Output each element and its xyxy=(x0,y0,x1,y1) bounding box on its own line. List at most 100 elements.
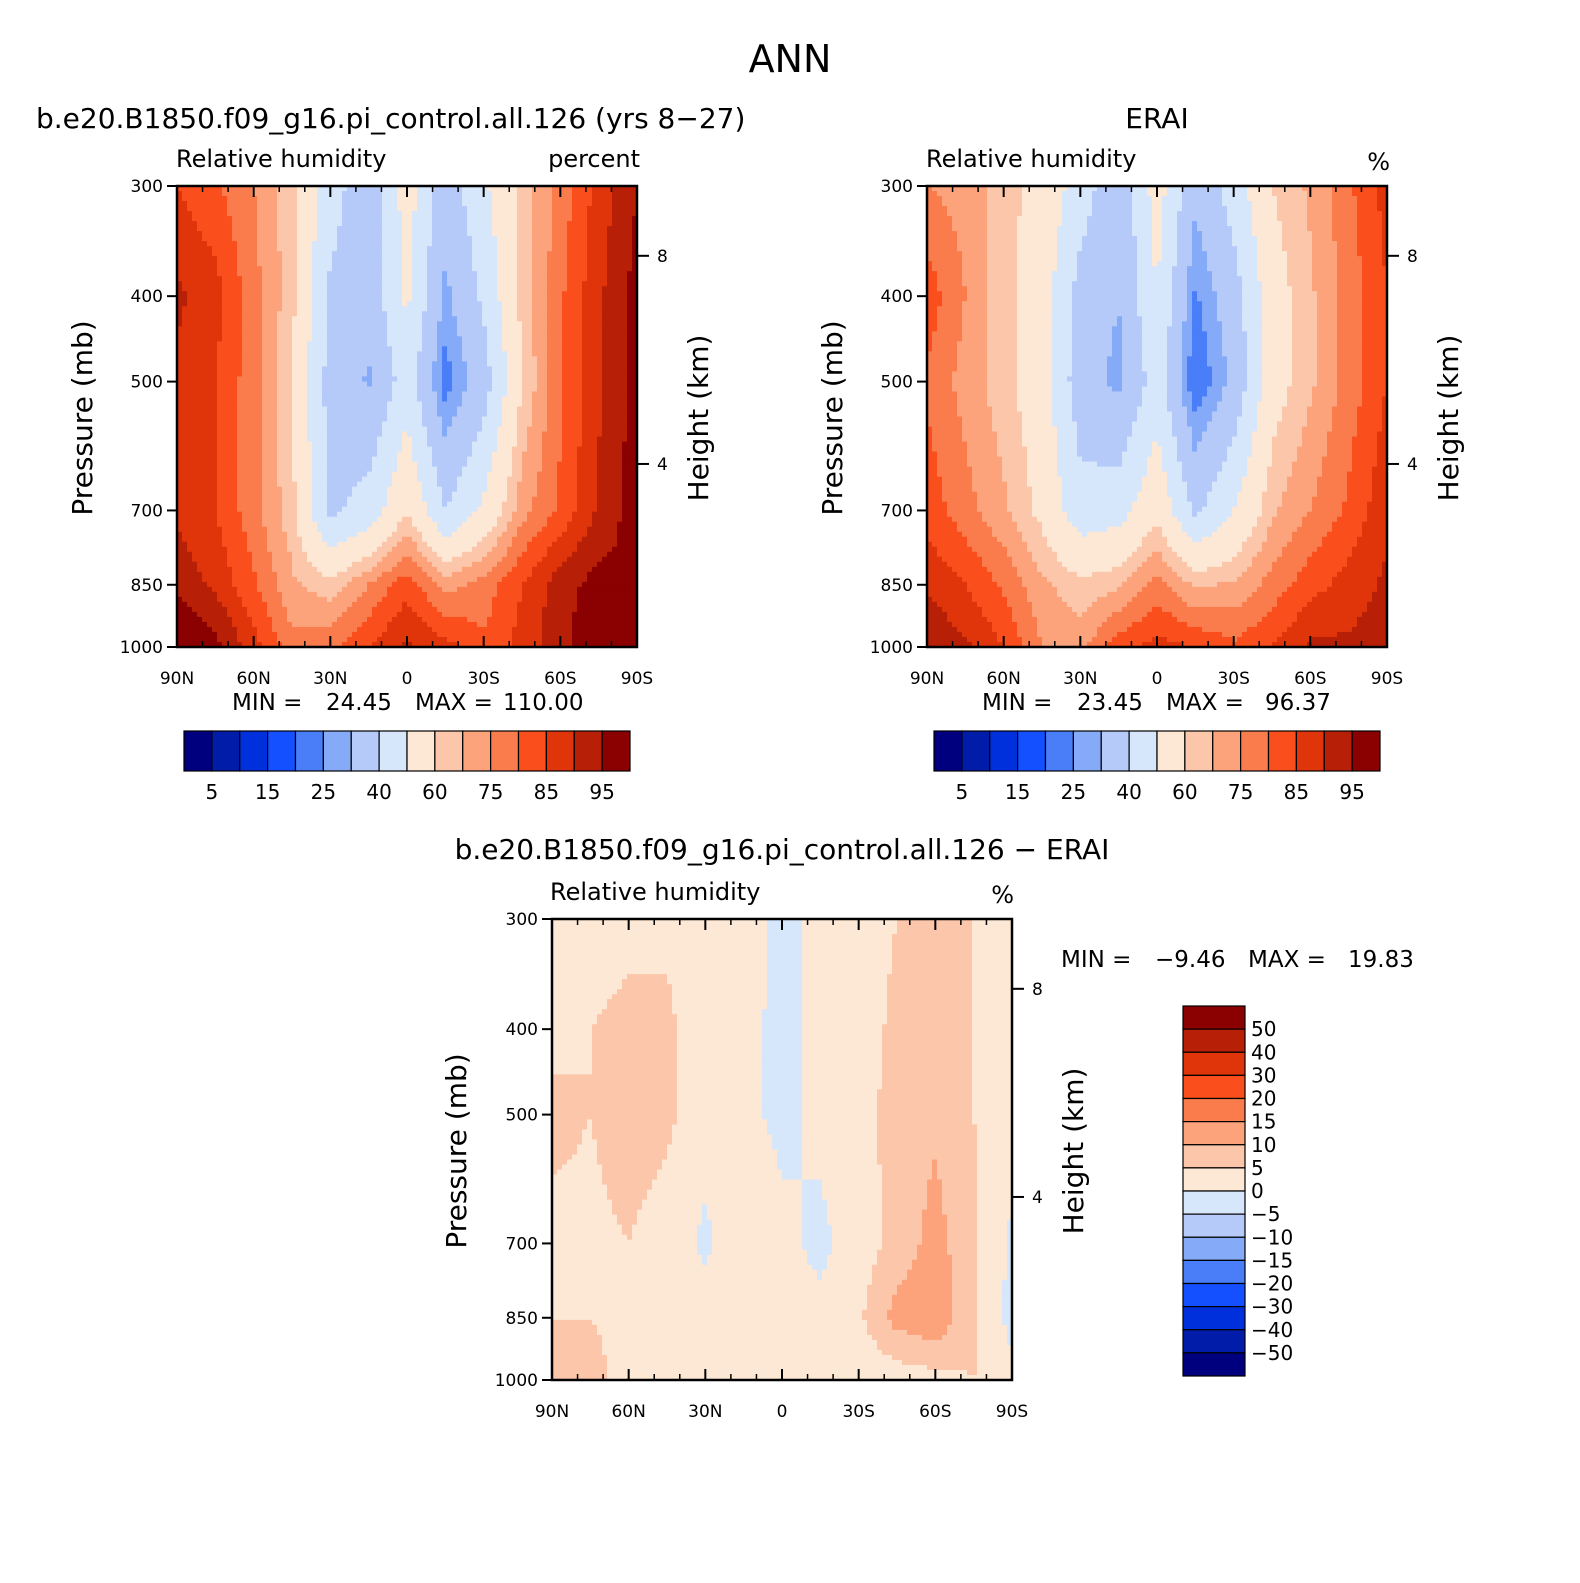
field-cell xyxy=(377,341,383,347)
field-cell xyxy=(417,401,423,408)
field-cell xyxy=(437,411,443,418)
field-cell xyxy=(202,391,208,398)
field-cell xyxy=(317,291,323,297)
field-cell xyxy=(452,291,458,297)
field-cell xyxy=(587,281,593,287)
field-cell xyxy=(332,206,338,212)
field-cell xyxy=(512,361,518,367)
field-cell xyxy=(502,376,508,383)
field-cell xyxy=(392,191,398,197)
field-cell xyxy=(287,276,293,282)
field-cell xyxy=(532,191,538,197)
field-cell xyxy=(417,211,423,217)
field-cell xyxy=(547,416,553,423)
field-cell xyxy=(352,186,358,192)
field-cell xyxy=(372,316,378,322)
field-cell xyxy=(342,396,348,403)
field-cell xyxy=(347,316,353,322)
field-cell xyxy=(632,381,638,388)
field-cell xyxy=(497,201,503,207)
field-cell xyxy=(377,316,383,322)
field-cell xyxy=(257,301,263,307)
field-cell xyxy=(512,396,518,403)
field-cell xyxy=(487,261,493,267)
field-cell xyxy=(372,321,378,327)
field-cell xyxy=(572,186,578,192)
field-cell xyxy=(362,371,368,378)
field-cell xyxy=(272,451,278,458)
field-cell xyxy=(497,406,503,413)
field-cell xyxy=(462,356,468,362)
field-cell xyxy=(257,411,263,418)
field-cell xyxy=(592,326,598,332)
field-cell xyxy=(592,256,598,262)
field-cell xyxy=(467,411,473,418)
field-cell xyxy=(347,376,353,383)
field-cell xyxy=(197,301,203,307)
field-cell xyxy=(387,301,393,307)
field-cell xyxy=(232,421,238,428)
field-cell xyxy=(177,291,183,297)
field-cell xyxy=(217,441,223,448)
field-cell xyxy=(507,371,513,378)
field-cell xyxy=(217,296,223,302)
field-cell xyxy=(582,426,588,433)
field-cell xyxy=(597,391,603,398)
field-cell xyxy=(377,401,383,408)
field-cell xyxy=(337,341,343,347)
field-cell xyxy=(592,206,598,212)
field-cell xyxy=(417,446,423,453)
field-cell xyxy=(512,381,518,388)
field-cell xyxy=(417,226,423,232)
field-cell xyxy=(462,331,468,337)
field-cell xyxy=(547,431,553,438)
field-cell xyxy=(622,266,628,272)
field-cell xyxy=(197,351,203,357)
field-cell xyxy=(597,331,603,337)
field-cell xyxy=(362,351,368,357)
field-cell xyxy=(202,386,208,393)
field-cell xyxy=(462,266,468,272)
field-cell xyxy=(517,441,523,448)
field-cell xyxy=(432,376,438,383)
field-cell xyxy=(242,251,248,257)
field-cell xyxy=(237,351,243,357)
field-cell xyxy=(402,296,408,302)
field-cell xyxy=(202,406,208,413)
field-cell xyxy=(522,441,528,448)
field-cell xyxy=(487,236,493,242)
field-cell xyxy=(437,231,443,237)
field-cell xyxy=(217,281,223,287)
field-cell xyxy=(377,406,383,413)
field-cell xyxy=(217,276,223,282)
field-cell xyxy=(317,356,323,362)
field-cell xyxy=(392,266,398,272)
field-cell xyxy=(592,191,598,197)
field-cell xyxy=(232,286,238,292)
field-cell xyxy=(602,351,608,357)
field-cell xyxy=(477,301,483,307)
field-cell xyxy=(487,301,493,307)
field-cell xyxy=(422,281,428,287)
field-cell xyxy=(197,391,203,398)
field-cell xyxy=(467,221,473,227)
field-cell xyxy=(437,201,443,207)
field-cell xyxy=(612,316,618,322)
field-cell xyxy=(582,251,588,257)
field-cell xyxy=(587,216,593,222)
field-cell xyxy=(452,381,458,388)
field-cell xyxy=(632,356,638,362)
field-cell xyxy=(227,446,233,453)
field-cell xyxy=(272,371,278,378)
field-cell xyxy=(412,416,418,423)
field-cell xyxy=(587,341,593,347)
field-cell xyxy=(342,251,348,257)
field-cell xyxy=(182,201,188,207)
field-cell xyxy=(452,296,458,302)
field-cell xyxy=(587,206,593,212)
field-cell xyxy=(387,431,393,438)
field-cell xyxy=(377,441,383,448)
field-cell xyxy=(352,256,358,262)
field-cell xyxy=(267,396,273,403)
field-cell xyxy=(292,301,298,307)
